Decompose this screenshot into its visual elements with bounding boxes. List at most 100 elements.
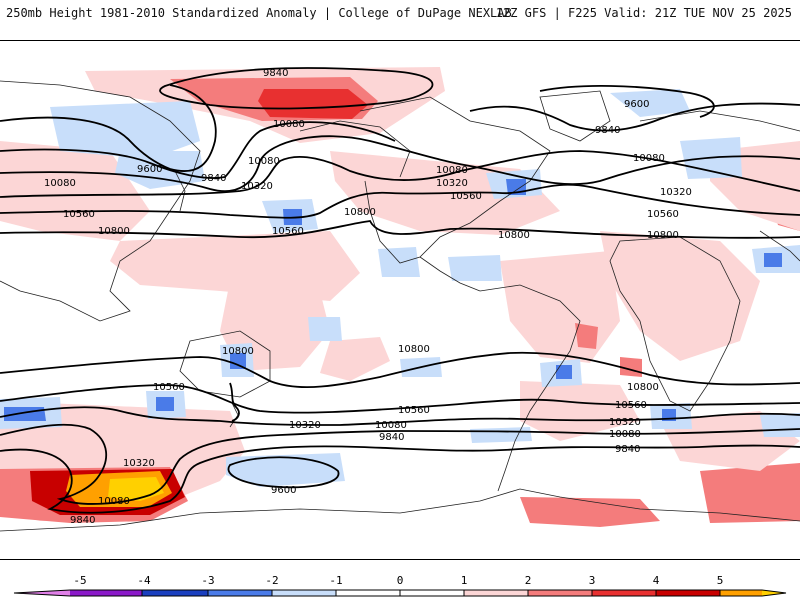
contour-label: 10080 bbox=[375, 420, 407, 431]
coastline-north-america bbox=[359, 96, 551, 264]
contour-nh-10560 bbox=[0, 183, 800, 219]
colorbar-seg-neg4 bbox=[70, 590, 142, 596]
contour-label: 10560 bbox=[615, 400, 647, 411]
contour-label: 10320 bbox=[241, 181, 273, 192]
colorbar-tick-label: -3 bbox=[201, 574, 214, 587]
colorbar: -5 -4 -3 -2 -1 0 1 2 3 4 5 bbox=[0, 560, 800, 600]
colorbar-seg-neg1 bbox=[272, 590, 336, 596]
anomaly-neg-drake bbox=[470, 427, 532, 443]
contour-label-layer: 9840 10080 9600 10080 9840 10080 10320 1… bbox=[44, 68, 692, 526]
colorbar-segments bbox=[14, 590, 786, 596]
coastline-japan bbox=[174, 170, 186, 212]
contour-nh-9840-closed bbox=[159, 67, 434, 110]
map-title: 250mb Height 1981-2010 Standardized Anom… bbox=[6, 6, 512, 20]
anomaly-pos-aleutian-core bbox=[258, 89, 368, 119]
contour-label: 10080 bbox=[248, 156, 280, 167]
contour-sh-10080 bbox=[0, 423, 800, 505]
contour-sh-9840 bbox=[0, 444, 800, 514]
contour-sh-10560 bbox=[0, 384, 800, 414]
contour-label: 9600 bbox=[137, 164, 162, 175]
contour-label: 9840 bbox=[70, 515, 95, 526]
contour-label: 10800 bbox=[498, 230, 530, 241]
contour-label: 10560 bbox=[272, 226, 304, 237]
contour-label: 10080 bbox=[44, 178, 76, 189]
contour-label: 10560 bbox=[153, 382, 185, 393]
colorbar-tick-labels: -5 -4 -3 -2 -1 0 1 2 3 4 5 bbox=[73, 574, 723, 587]
contour-label: 10080 bbox=[633, 153, 665, 164]
positive-anomaly-layer bbox=[0, 67, 800, 527]
contour-eq-10800 bbox=[0, 351, 800, 389]
contour-label: 10320 bbox=[660, 187, 692, 198]
colorbar-seg-zero-pos bbox=[400, 590, 464, 596]
colorbar-tick-label: 4 bbox=[653, 574, 660, 587]
contour-label: 10320 bbox=[436, 178, 468, 189]
anomaly-pos-africa bbox=[600, 231, 760, 361]
anomaly-neg-central-pacific bbox=[308, 317, 342, 341]
colorbar-seg-pos2 bbox=[528, 590, 592, 596]
contour-sh-10320 bbox=[0, 406, 800, 426]
contour-nh-10800 bbox=[0, 220, 800, 239]
coastline-africa bbox=[609, 236, 741, 412]
anomaly-pos-indian-south bbox=[700, 463, 800, 523]
contour-label: 10800 bbox=[647, 230, 679, 241]
contour-nh-9600 bbox=[0, 84, 217, 172]
anomaly-neg-southern-indian-east bbox=[760, 413, 800, 437]
colorbar-tick-label: 1 bbox=[461, 574, 468, 587]
contour-nh-9600-east bbox=[539, 85, 715, 118]
contour-label: 10560 bbox=[647, 209, 679, 220]
colorbar-seg-neg5 bbox=[14, 590, 70, 596]
contour-label: 10800 bbox=[222, 346, 254, 357]
coastline-australia bbox=[179, 330, 271, 398]
colorbar-seg-pos5 bbox=[720, 590, 762, 596]
contour-label: 10080 bbox=[609, 429, 641, 440]
anomaly-neg-coral-sea-core bbox=[230, 353, 246, 369]
contour-label: 9840 bbox=[615, 444, 640, 455]
colorbar-seg-pos1 bbox=[464, 590, 528, 596]
colorbar-seg-zero-neg bbox=[336, 590, 400, 596]
anomaly-pos-asia bbox=[0, 141, 150, 241]
contour-sh-10800-kink bbox=[229, 382, 240, 422]
contour-label: 9840 bbox=[595, 125, 620, 136]
colorbar-seg-pos4 bbox=[656, 590, 720, 596]
contour-label: 10560 bbox=[63, 209, 95, 220]
colorbar-ticks bbox=[141, 590, 721, 596]
anomaly-neg-east-asia bbox=[115, 151, 205, 189]
contour-label: 10320 bbox=[123, 458, 155, 469]
colorbar-seg-pos6 bbox=[762, 590, 786, 596]
contour-nh-9840-east bbox=[469, 102, 800, 132]
contour-label: 10800 bbox=[627, 382, 659, 393]
colorbar-outline bbox=[13, 589, 787, 597]
colorbar-tick-label: -4 bbox=[137, 574, 151, 587]
contour-sh-9600-closed bbox=[227, 456, 340, 489]
contour-nh-9840 bbox=[0, 121, 396, 179]
model-run-info: 12Z GFS | F225 Valid: 21Z TUE NOV 25 202… bbox=[495, 6, 792, 20]
colorbar-tick-label: 0 bbox=[397, 574, 404, 587]
contour-label: 10080 bbox=[273, 119, 305, 130]
coastline-asia bbox=[0, 80, 201, 322]
anomaly-neg-tasman-core bbox=[156, 397, 174, 411]
contour-label: 10800 bbox=[398, 344, 430, 355]
colorbar-tick-label: -2 bbox=[265, 574, 278, 587]
height-contour-layer bbox=[0, 67, 800, 514]
colorbar-seg-neg3 bbox=[142, 590, 208, 596]
contour-label: 10800 bbox=[344, 207, 376, 218]
anomaly-map: 9840 10080 9600 10080 9840 10080 10320 1… bbox=[0, 40, 800, 560]
coastline-layer bbox=[0, 80, 800, 532]
anomaly-pos-south-pacific-patch bbox=[320, 337, 390, 381]
coastline-antarctica bbox=[0, 488, 800, 532]
contour-nh-10320 bbox=[0, 150, 800, 198]
contour-label: 10800 bbox=[98, 226, 130, 237]
colorbar-tick-label: 3 bbox=[589, 574, 596, 587]
anomaly-pos-southern-atlantic-red bbox=[520, 497, 660, 527]
contour-label: 9600 bbox=[624, 99, 649, 110]
anomaly-pos-brazil-core bbox=[575, 323, 598, 349]
colorbar-tick-label: -1 bbox=[329, 574, 342, 587]
anomaly-pos-south-atlantic bbox=[520, 381, 640, 441]
coastline-central-america bbox=[419, 256, 481, 292]
contour-label: 10560 bbox=[450, 191, 482, 202]
contour-label: 9600 bbox=[271, 485, 296, 496]
contour-nh-10080 bbox=[0, 135, 800, 192]
contour-label: 10080 bbox=[98, 496, 130, 507]
colorbar-tick-label: 2 bbox=[525, 574, 532, 587]
contour-label: 9840 bbox=[379, 432, 404, 443]
